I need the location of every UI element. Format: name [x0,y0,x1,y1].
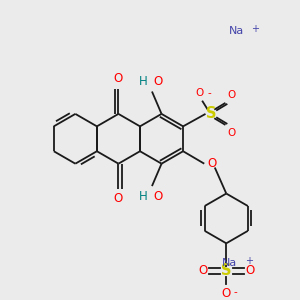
Text: -: - [234,287,238,297]
Text: H: H [138,190,147,203]
Text: O: O [114,192,123,206]
Text: S: S [206,106,217,122]
Text: H: H [138,75,147,88]
Text: Na: Na [229,26,244,36]
Text: O: O [114,72,123,85]
Text: +: + [245,256,253,266]
Text: O: O [227,128,236,138]
Text: O: O [153,190,162,203]
Text: O: O [196,88,204,98]
Text: Na: Na [222,258,237,268]
Text: O: O [153,75,162,88]
Text: -: - [207,88,211,98]
Text: +: + [251,24,260,34]
Text: O: O [207,157,216,170]
Text: O: O [227,89,236,100]
Text: O: O [245,264,255,277]
Text: O: O [198,264,207,277]
Text: S: S [221,263,232,278]
Text: O: O [222,287,231,300]
